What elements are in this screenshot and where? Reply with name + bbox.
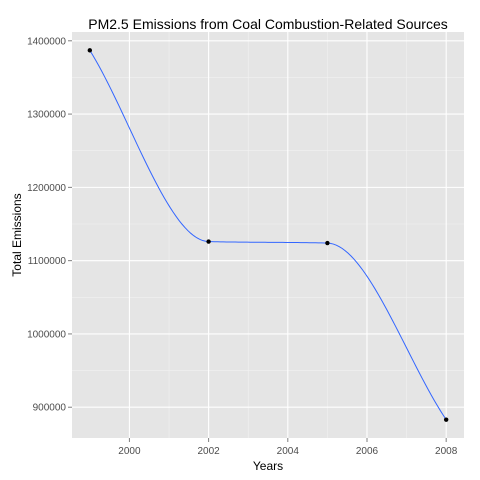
data-point [87, 48, 93, 53]
emissions-line [89, 50, 447, 420]
y-tick-label: 1300000 [27, 110, 66, 121]
data-points [87, 48, 449, 422]
data-point [325, 240, 330, 246]
x-axis: 2000 2002 2004 2006 2008 [118, 438, 458, 457]
x-tick-label: 2002 [197, 446, 220, 457]
x-tick-label: 2008 [435, 446, 458, 457]
chart-title: PM2.5 Emissions from Coal Combustion-Rel… [88, 16, 447, 32]
y-tick-label: 1400000 [27, 36, 66, 47]
y-tick-label: 1100000 [28, 256, 67, 267]
plot-panel [72, 32, 464, 438]
y-tick-label: 1000000 [27, 329, 66, 340]
x-tick-label: 2006 [356, 446, 379, 457]
grid-minor [72, 32, 464, 438]
grid-major [72, 32, 464, 438]
x-tick-label: 2000 [118, 446, 141, 457]
data-point [443, 417, 449, 422]
y-axis: 900000 1000000 1100000 1200000 1300000 140000… [27, 36, 72, 414]
y-tick-label: 1200000 [27, 183, 66, 194]
y-axis-title: Total Emissions [10, 193, 24, 276]
data-point [206, 239, 211, 244]
x-axis-title: Years [253, 459, 283, 473]
x-tick-label: 2004 [277, 446, 300, 457]
y-tick-label: 900000 [33, 403, 67, 414]
